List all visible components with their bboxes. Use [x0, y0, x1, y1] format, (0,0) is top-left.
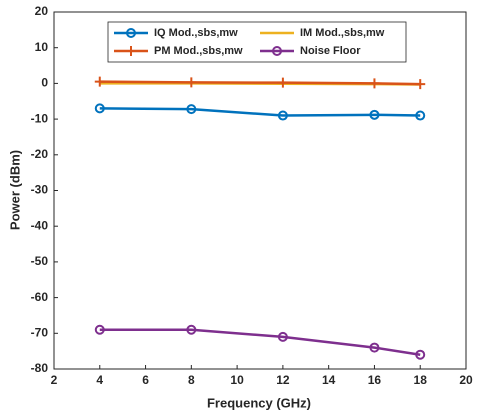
- data-point: [186, 324, 197, 335]
- y-tick-label: -10: [31, 111, 49, 125]
- data-point: [94, 103, 105, 114]
- series-line: [99, 107, 421, 117]
- legend-label: Noise Floor: [300, 45, 361, 57]
- y-tick-label: -40: [31, 218, 49, 232]
- y-tick-label: 20: [35, 4, 49, 18]
- data-point: [186, 104, 197, 115]
- legend-marker: [272, 46, 282, 56]
- data-point: [94, 76, 105, 87]
- data-point: [369, 78, 380, 89]
- data-point: [277, 331, 288, 342]
- y-tick-label: -70: [31, 325, 49, 339]
- y-tick-label: -50: [31, 254, 49, 268]
- y-tick-label: -30: [31, 183, 49, 197]
- data-point: [415, 79, 426, 90]
- data-point: [369, 109, 380, 120]
- data-point: [277, 77, 288, 88]
- x-tick-label: 16: [368, 373, 382, 387]
- x-tick-label: 2: [51, 373, 58, 387]
- x-tick-label: 12: [276, 373, 290, 387]
- legend-label: PM Mod.,sbs,mw: [154, 45, 243, 57]
- legend-label: IQ Mod.,sbs,mw: [154, 27, 238, 39]
- y-tick-label: 10: [35, 40, 49, 54]
- x-tick-label: 20: [459, 373, 473, 387]
- x-axis-label: Frequency (GHz): [207, 395, 311, 410]
- x-tick-label: 6: [142, 373, 149, 387]
- y-tick-label: -60: [31, 290, 49, 304]
- x-tick-label: 14: [322, 373, 336, 387]
- y-tick-label: 0: [41, 76, 48, 90]
- data-point: [415, 349, 426, 360]
- x-tick-label: 4: [96, 373, 103, 387]
- y-tick-label: -20: [31, 147, 49, 161]
- x-tick-label: 18: [414, 373, 428, 387]
- plot-area: [53, 11, 467, 370]
- data-point: [369, 342, 380, 353]
- legend-box: [107, 21, 407, 63]
- data-point: [186, 77, 197, 88]
- x-tick-label: 8: [188, 373, 195, 387]
- series-line: [99, 328, 421, 356]
- legend-label: IM Mod.,sbs,mw: [300, 27, 385, 39]
- legend-marker: [126, 46, 136, 56]
- y-tick-label: -80: [31, 361, 49, 375]
- x-tick-label: 10: [230, 373, 244, 387]
- y-axis-label: Power (dBm): [7, 150, 22, 230]
- data-point: [277, 110, 288, 121]
- legend-marker: [126, 28, 136, 38]
- data-point: [415, 110, 426, 121]
- data-point: [94, 324, 105, 335]
